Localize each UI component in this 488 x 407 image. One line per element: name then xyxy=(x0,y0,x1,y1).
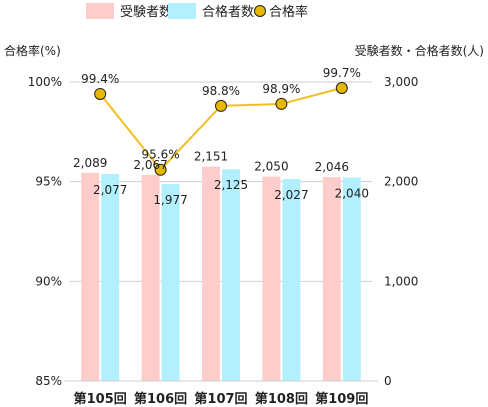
left-tick-label: 95% xyxy=(35,175,62,189)
examinees-label: 2,067 xyxy=(133,158,167,172)
rate-label: 98.8% xyxy=(202,84,240,98)
bar-passers xyxy=(222,169,240,381)
bar-examinees xyxy=(141,174,160,381)
legend-marker xyxy=(254,5,266,17)
passers-label: 2,125 xyxy=(214,178,248,192)
bar-examinees xyxy=(202,166,220,381)
bar-passers xyxy=(282,178,301,381)
left-axis-title: 合格率(%) xyxy=(4,43,61,58)
examinees-label: 2,151 xyxy=(194,150,228,164)
left-tick-label: 85% xyxy=(35,374,62,388)
rate-label: 95.6% xyxy=(142,148,180,162)
rate-label: 99.4% xyxy=(81,72,119,86)
legend: 受験者数 合格者数 合格率 xyxy=(86,3,308,20)
rate-label: 99.7% xyxy=(323,66,361,80)
category-label: 第109回 xyxy=(315,391,368,407)
left-tick-label: 100% xyxy=(28,75,62,89)
left-tick-label: 90% xyxy=(35,274,62,288)
rate-point xyxy=(154,163,167,176)
rate-point xyxy=(335,81,348,94)
data-labels: 2,089 2,077 2,067 1,977 2,151 2,125 2,050 2,027… xyxy=(73,66,369,207)
passers-label: 2,077 xyxy=(93,183,127,197)
bar-passers xyxy=(342,177,361,381)
rate-label: 98.9% xyxy=(262,82,300,96)
bar-examinees xyxy=(81,172,100,381)
category-label: 第108回 xyxy=(255,391,308,407)
passers-label: 2,040 xyxy=(335,187,369,201)
right-tick-label: 3,000 xyxy=(384,75,418,89)
legend-swatch xyxy=(168,3,196,19)
examinees-label: 2,089 xyxy=(73,156,107,170)
right-tick-label: 2,000 xyxy=(384,175,418,189)
category-label: 第106回 xyxy=(134,391,187,407)
legend-swatch xyxy=(86,3,114,19)
passers-label: 1,977 xyxy=(153,193,187,207)
bars xyxy=(81,166,361,381)
bar-examinees xyxy=(262,176,281,381)
legend-label: 合格者数 xyxy=(202,4,254,20)
rate-line xyxy=(94,81,348,176)
bar-passers xyxy=(161,183,180,381)
legend-label: 合格率 xyxy=(269,4,308,20)
right-axis-title: 受験者数・合格者数(人) xyxy=(355,43,484,58)
right-tick-label: 1,000 xyxy=(384,274,418,288)
right-tick-label: 0 xyxy=(384,374,392,388)
examinees-label: 2,046 xyxy=(315,160,349,174)
rate-point xyxy=(275,97,288,110)
examinees-label: 2,050 xyxy=(254,160,288,174)
legend-label: 受験者数 xyxy=(120,5,172,20)
rate-point xyxy=(215,99,227,112)
axes: 85%90%95%100%01,0002,0003,000第105回 第106回第… xyxy=(28,75,419,407)
category-label: 第107回 xyxy=(194,391,247,407)
passers-label: 2,027 xyxy=(274,188,308,202)
category-label: 第105回 xyxy=(74,391,127,407)
bar-passers xyxy=(101,173,120,381)
bar-examinees xyxy=(322,177,341,381)
rate-point xyxy=(94,87,107,100)
